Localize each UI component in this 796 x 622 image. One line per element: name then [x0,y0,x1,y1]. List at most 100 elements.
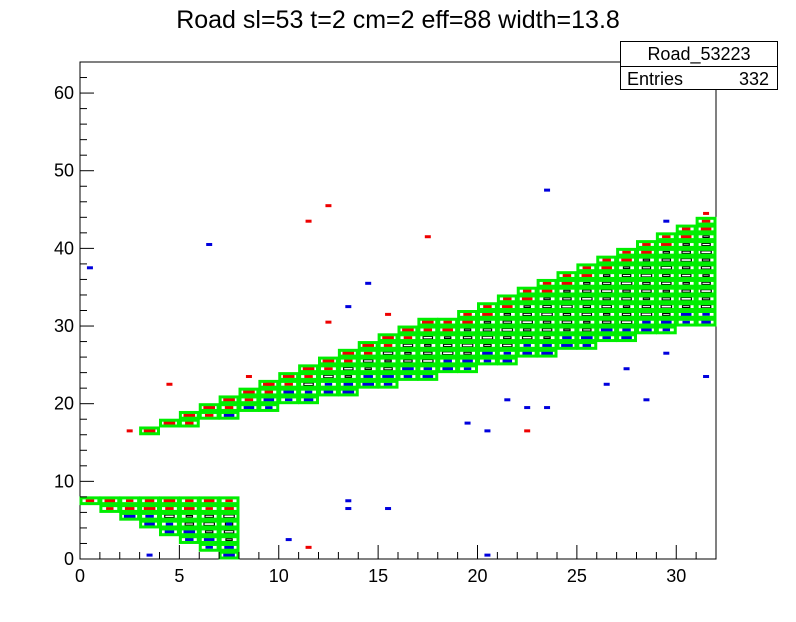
histogram-bin [483,343,492,348]
histogram-bin [501,327,514,332]
histogram-bin [681,305,691,309]
outlier-bin [226,522,233,526]
histogram-bin [403,359,413,363]
histogram-bin [622,289,631,293]
outlier-bin [663,351,670,355]
histogram-bin [680,258,692,263]
road-box [636,294,657,304]
histogram-bin [163,498,176,503]
road-box [99,504,121,513]
histogram-bin [463,312,472,316]
road-box [218,511,240,521]
histogram-bin [583,281,591,285]
road-box [477,302,498,311]
histogram-bin [602,312,611,316]
road-box [536,341,558,350]
road-box [536,302,558,311]
histogram-bin [265,406,273,410]
road-box [655,263,677,273]
road-box [576,341,598,350]
histogram-bin [223,413,235,418]
road-box [496,341,518,350]
histogram-bin [642,320,651,324]
histogram-bin [561,304,573,309]
histogram-bin [582,289,592,293]
road-box [99,496,121,506]
histogram-bin [521,296,533,301]
road-box [139,519,160,529]
histogram-bin [383,367,393,371]
histogram-bin [264,390,274,394]
histogram-bin [682,320,690,324]
road-box [318,379,339,389]
road-box [616,294,637,304]
histogram-bin [223,514,235,519]
road-box [496,310,518,319]
road-box [655,232,677,242]
histogram-bin [483,320,492,324]
histogram-bin [362,382,374,387]
road-box [377,333,399,343]
histogram-bin [462,320,473,325]
x-tick-label: 15 [368,566,388,586]
road-box [198,403,220,412]
histogram-bin [383,382,393,386]
road-box [576,263,598,273]
road-box [636,255,657,265]
road-box [238,387,260,397]
histogram-bin [702,235,710,239]
road-box [318,372,339,381]
outlier-bin [544,406,551,410]
road-box [576,278,598,288]
histogram-bin [661,258,672,262]
histogram-bin [641,328,652,332]
road-box [496,294,518,304]
histogram-bin [562,297,572,301]
road-box [357,364,379,374]
histogram-bin [203,522,215,527]
histogram-bin [144,522,155,526]
road-box [496,348,518,358]
road-box [675,224,697,234]
road-box [675,278,697,288]
road-box [576,294,598,304]
road-box [556,310,578,319]
road-box [576,317,598,327]
outlier-bin [126,429,133,433]
outlier-bin [305,545,312,549]
histogram-bin [123,514,136,519]
histogram-bin [204,530,214,534]
road-box [377,372,399,381]
outlier-bin [305,219,312,223]
road-box [218,496,240,506]
histogram-bin [541,351,553,356]
histogram-bin [521,335,533,340]
road-box [198,527,220,537]
histogram-bin [382,351,394,356]
road-box [695,255,717,265]
histogram-bin [204,514,214,519]
road-box [675,302,697,311]
road-box [218,395,240,405]
histogram-bin [483,305,492,309]
histogram-bin [701,297,711,301]
histogram-bin [582,266,592,270]
road-box [655,294,677,304]
road-box [238,395,260,405]
histogram-bin [563,328,571,332]
road-box [377,364,399,374]
road-box [616,310,637,319]
road-box [437,341,459,350]
road-box [218,403,240,412]
road-box [198,542,220,552]
histogram-bin [521,320,533,325]
road-box [437,356,459,366]
road-box [178,504,200,513]
histogram-bin [680,234,692,239]
histogram-bin [542,320,552,324]
histogram-bin [702,312,710,316]
histogram-bin [303,382,314,387]
road-box [159,527,180,537]
histogram-bin [620,281,633,286]
road-box [258,403,280,412]
